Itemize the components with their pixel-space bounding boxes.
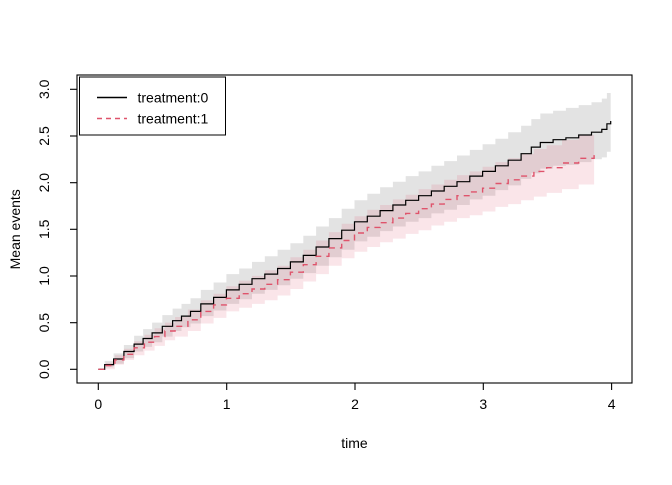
x-tick-label: 3	[479, 396, 487, 412]
series-lines	[98, 121, 612, 370]
y-tick-label: 0.0	[36, 359, 52, 379]
x-tick-label: 1	[223, 396, 231, 412]
x-axis: 0 1 2 3 4 time	[94, 383, 616, 451]
x-tick-label: 0	[94, 396, 102, 412]
curve-treatment:1	[98, 154, 595, 370]
x-tick-label: 4	[608, 396, 616, 412]
legend: treatment:0 treatment:1	[79, 76, 226, 136]
y-tick-label: 0.5	[36, 313, 52, 333]
y-axis: 0.0 0.5 1.0 1.5 2.0 2.5 3.0 Mean events	[7, 79, 77, 379]
legend-label-treatment1: treatment:1	[138, 111, 209, 127]
legend-box	[79, 76, 226, 136]
y-axis-title: Mean events	[7, 189, 23, 269]
curve-treatment:0	[98, 121, 612, 370]
band-treatment:1	[98, 130, 595, 370]
legend-label-treatment0: treatment:0	[138, 90, 209, 106]
y-tick-label: 1.5	[36, 219, 52, 239]
x-axis-title: time	[341, 435, 368, 451]
y-tick-label: 3.0	[36, 79, 52, 99]
x-tick-label: 2	[351, 396, 359, 412]
y-tick-label: 1.0	[36, 266, 52, 286]
y-tick-label: 2.0	[36, 173, 52, 193]
y-tick-label: 2.5	[36, 126, 52, 146]
